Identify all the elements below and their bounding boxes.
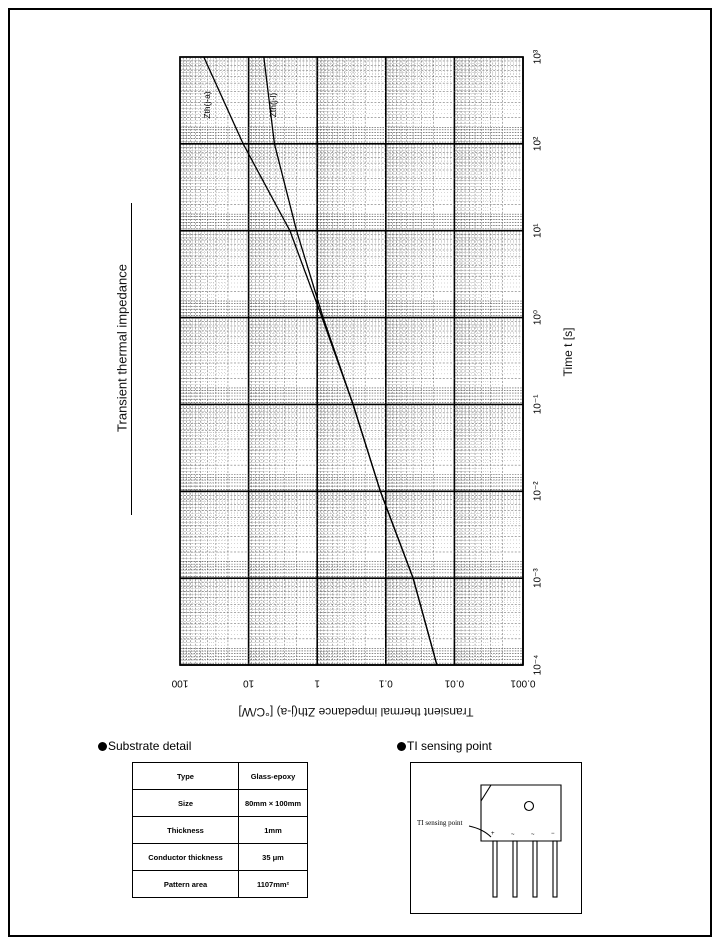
table-cell-label: Thickness (132, 816, 239, 844)
table-row: Type Glass-epoxy (132, 762, 308, 790)
sensing-point-figure: + ~ ~ − TI sensing point (410, 762, 582, 914)
table-cell-label: Pattern area (132, 870, 239, 898)
svg-text:~: ~ (511, 832, 515, 838)
mounting-hole (523, 800, 535, 812)
sensing-point-label: TI sensing point (417, 819, 463, 827)
thermal-impedance-chart: 0.001 0.01 0.1 1 10 100 10⁻⁴ 10⁻³ 10⁻² 10⁻¹ 10⁰ 10¹… (171, 49, 544, 688)
table-cell-label: Size (132, 789, 239, 817)
table-cell-value: 1107mm² (238, 870, 308, 898)
svg-text:−: − (551, 831, 555, 837)
substrate-title-text: Substrate detail (108, 739, 192, 753)
x-axis-label: Time t [s] (561, 327, 575, 377)
table-cell-value: Glass-epoxy (238, 762, 308, 790)
x-tick-label: 10⁰ (533, 310, 544, 325)
lead-1 (492, 840, 498, 898)
series-line-zth-jl (263, 56, 438, 666)
table-cell-value: 80mm × 100mm (238, 789, 308, 817)
y-axis-label: Transient thermal impedance Zth(j-a) [°C… (238, 705, 474, 719)
y-tick-label: 0.001 (510, 677, 535, 688)
y-tick-label: 100 (171, 677, 188, 688)
series-label: Zth(j-a) (202, 91, 212, 119)
plot-frame (179, 56, 524, 666)
bridge-rectifier-drawing: + ~ ~ − (468, 784, 562, 898)
table-cell-value: 35 μm (238, 843, 308, 871)
table-cell-label: Conductor thickness (132, 843, 239, 871)
substrate-section-title: Substrate detail (98, 739, 191, 753)
bullet-icon (98, 742, 107, 751)
series-label: Zth(j-l) (268, 93, 278, 118)
x-tick-label: 10⁻² (533, 481, 544, 501)
lead-3 (532, 840, 538, 898)
plot-border (179, 56, 524, 666)
chart-title: Transient thermal impedance (114, 264, 130, 432)
x-tick-label: 10¹ (533, 223, 544, 238)
package-chamfer (480, 784, 492, 802)
y-tick-label: 0.1 (378, 677, 392, 688)
table-cell-value: 1mm (238, 816, 308, 844)
x-tick-label: 10⁻⁴ (533, 655, 544, 676)
y-tick-label: 10 (243, 677, 255, 688)
y-tick-label: 0.01 (444, 677, 464, 688)
sensing-point-leader (468, 825, 492, 838)
table-row: Conductor thickness 35 μm (132, 843, 308, 871)
datasheet-page: 0.001 0.01 0.1 1 10 100 10⁻⁴ 10⁻³ 10⁻² 10⁻¹ 10⁰ 10¹… (8, 8, 712, 937)
y-tick-label: 1 (314, 677, 320, 688)
svg-text:+: + (491, 831, 495, 837)
x-tick-label: 10² (533, 136, 544, 151)
lead-2 (512, 840, 518, 898)
table-row: Size 80mm × 100mm (132, 789, 308, 817)
x-tick-label: 10³ (533, 49, 544, 64)
svg-text:~: ~ (531, 832, 535, 838)
title-rule (131, 203, 132, 515)
sensing-title-text: TI sensing point (407, 739, 492, 753)
package-body (480, 784, 562, 842)
substrate-table: Type Glass-epoxy Size 80mm × 100mm Thickne… (132, 762, 308, 898)
x-tick-label: 10⁻¹ (533, 394, 544, 414)
sensing-section-title: TI sensing point (397, 739, 492, 753)
table-row: Thickness 1mm (132, 816, 308, 844)
x-tick-label: 10⁻³ (533, 568, 544, 588)
bullet-icon (397, 742, 406, 751)
lead-4 (552, 840, 558, 898)
table-cell-label: Type (132, 762, 239, 790)
table-row: Pattern area 1107mm² (132, 870, 308, 898)
